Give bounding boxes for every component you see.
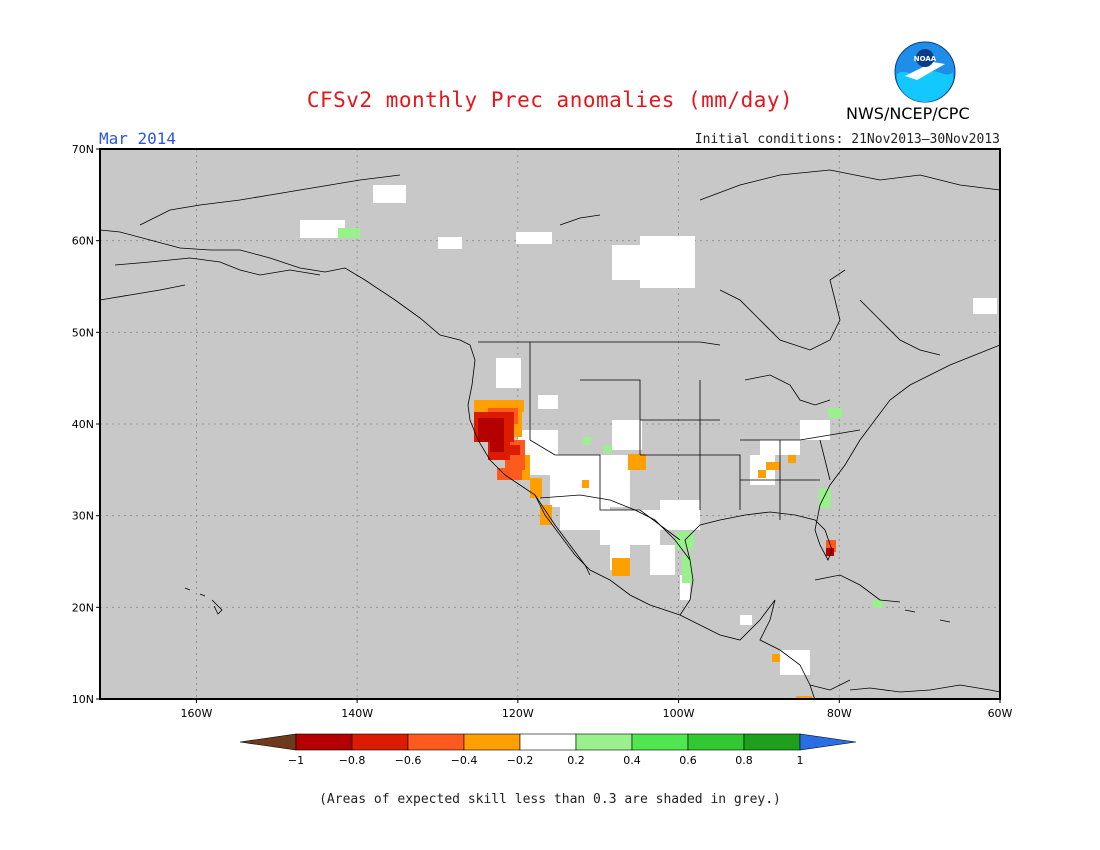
lat-tick-label: 70N: [72, 143, 94, 156]
lat-tick-label: 30N: [72, 510, 94, 523]
lat-tick-label: 10N: [72, 693, 94, 706]
colorbar-label: −0.2: [507, 754, 534, 767]
colorbar-label: 1: [797, 754, 804, 767]
colorbar-segment: [295, 733, 353, 751]
colorbar-right-arrow: [799, 733, 857, 751]
lat-tick-label: 20N: [72, 601, 94, 614]
skill-caption: (Areas of expected skill less than 0.3 a…: [319, 792, 781, 807]
colorbar-segment: [743, 733, 801, 751]
colorbar-label: −1: [288, 754, 304, 767]
map-panel: 70N 60N 50N 40N 30N 20N 10N 160W 140W 120W 100W 80…: [72, 143, 1013, 720]
lat-tick-label: 50N: [72, 326, 94, 339]
colorbar-label: −0.6: [395, 754, 422, 767]
colorbar-segment: [575, 733, 633, 751]
lon-tick-label: 80W: [827, 707, 852, 720]
colorbar-segment: [351, 733, 409, 751]
colorbar-left-arrow: [239, 733, 297, 751]
lat-tick-label: 60N: [72, 235, 94, 248]
lon-tick-label: 60W: [988, 707, 1013, 720]
longitude-axis: 160W 140W 120W 100W 80W 60W: [180, 699, 1013, 720]
colorbar-segment: [687, 733, 745, 751]
lon-tick-label: 160W: [180, 707, 212, 720]
lon-tick-label: 140W: [341, 707, 373, 720]
colorbar-segment: [407, 733, 465, 751]
chart-title: CFSv2 monthly Prec anomalies (mm/day): [306, 88, 794, 112]
lat-tick-label: 40N: [72, 418, 94, 431]
agency-label: NWS/NCEP/CPC: [846, 104, 970, 123]
colorbar-segment: [463, 733, 521, 751]
colorbar-label: −0.8: [339, 754, 366, 767]
latitude-axis: 70N 60N 50N 40N 30N 20N 10N: [72, 143, 100, 706]
colorbar-label: 0.4: [623, 754, 641, 767]
colorbar-label: 0.8: [735, 754, 753, 767]
svg-text:NOAA: NOAA: [914, 55, 937, 63]
colorbar: −1 −0.8 −0.6 −0.4 −0.2 0.2 0.4 0.6 0.8 1: [239, 733, 857, 767]
colorbar-segment: [519, 733, 577, 751]
colorbar-segment: [631, 733, 689, 751]
colorbar-label: 0.6: [679, 754, 697, 767]
lon-tick-label: 100W: [663, 707, 695, 720]
colorbar-label: −0.4: [451, 754, 478, 767]
initial-conditions: Initial conditions: 21Nov2013–30Nov2013: [694, 132, 1000, 147]
coastlines-and-borders: [99, 169, 1001, 701]
lon-tick-label: 120W: [502, 707, 534, 720]
noaa-logo: NOAA: [894, 41, 956, 103]
colorbar-label: 0.2: [567, 754, 585, 767]
forecast-period: Mar 2014: [99, 129, 177, 148]
